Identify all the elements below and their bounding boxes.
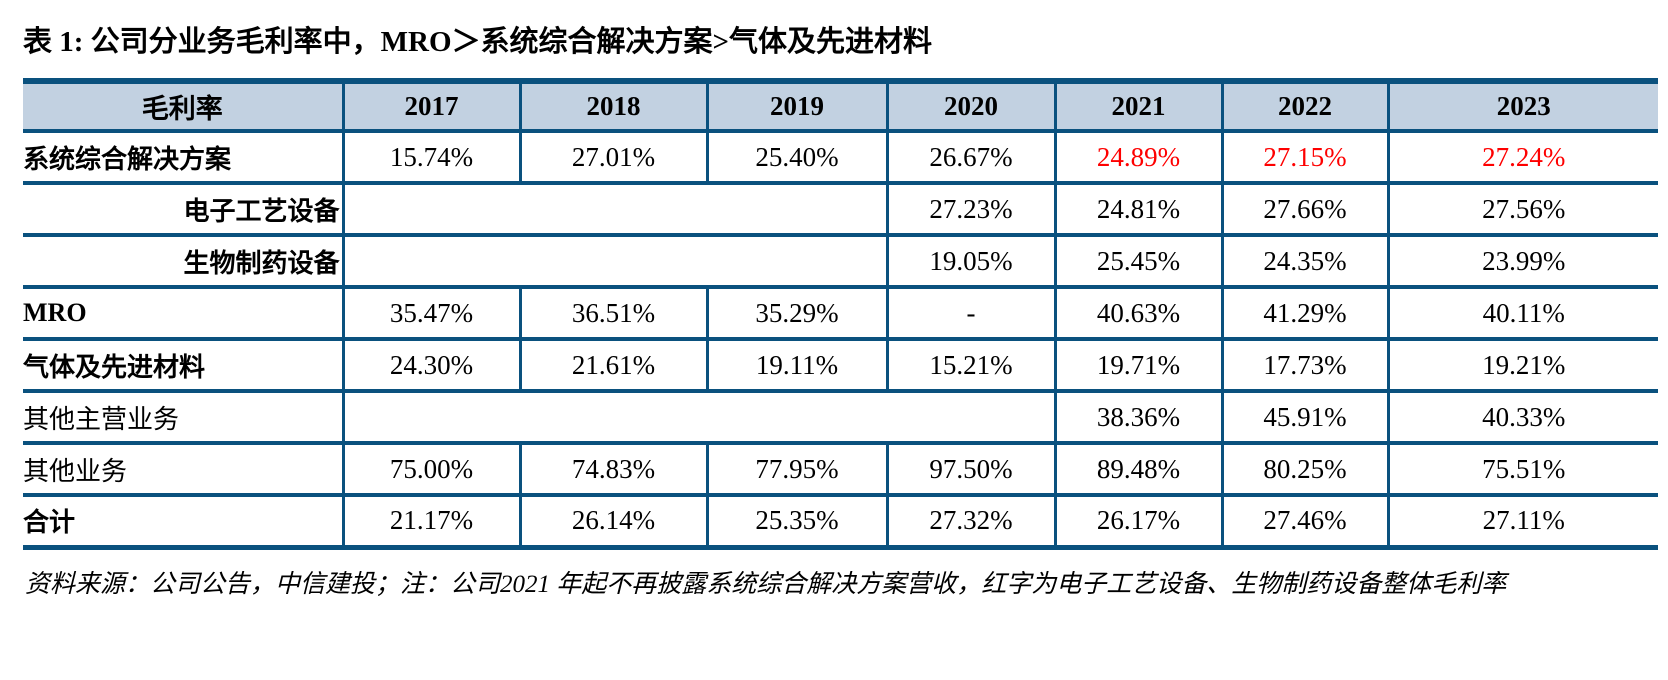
header-cell-year: 2018 xyxy=(518,81,707,133)
value-cell: 19.21% xyxy=(1386,339,1658,391)
value-cell: 27.32% xyxy=(885,495,1055,547)
row-label: 其他主营业务 xyxy=(23,404,180,434)
header-cell-metric: 毛利率 xyxy=(23,81,343,133)
header-cell-year: 2017 xyxy=(341,81,520,133)
value-cell: - xyxy=(885,287,1055,339)
value-cell: 27.66% xyxy=(1220,183,1388,235)
value-cell: 27.56% xyxy=(1386,183,1658,235)
value-cell: 27.23% xyxy=(885,183,1055,235)
empty-cell xyxy=(341,235,887,287)
header-row: 毛利率 2017 2018 2019 2020 2021 2022 2023 xyxy=(23,81,1658,133)
row-total: 合计 21.17% 26.14% 25.35% 27.32% 26.17% 27… xyxy=(23,495,1658,547)
row-label: 电子工艺设备 xyxy=(183,196,340,226)
value-cell: 26.17% xyxy=(1053,495,1222,547)
value-cell-red: 27.15% xyxy=(1220,131,1388,183)
value-cell: 27.11% xyxy=(1386,495,1658,547)
row-label: 合计 xyxy=(23,508,76,538)
value-cell: 15.21% xyxy=(885,339,1055,391)
table-title: 表 1: 公司分业务毛利率中，MRO＞系统综合解决方案>气体及先进材料 xyxy=(23,26,933,58)
row-system-solutions: 系统综合解决方案 15.74% 27.01% 25.40% 26.67% 24.… xyxy=(23,131,1658,183)
value-cell: 36.51% xyxy=(518,287,707,339)
value-cell: 25.35% xyxy=(705,495,887,547)
value-cell-red: 24.89% xyxy=(1053,131,1222,183)
header-cell-year: 2019 xyxy=(705,81,887,133)
value-cell: 27.46% xyxy=(1220,495,1388,547)
value-cell: 40.63% xyxy=(1053,287,1222,339)
value-cell: 27.01% xyxy=(518,131,707,183)
value-cell: 19.05% xyxy=(885,235,1055,287)
value-cell: 21.61% xyxy=(518,339,707,391)
value-cell: 35.29% xyxy=(705,287,887,339)
value-cell: 19.11% xyxy=(705,339,887,391)
source-footnote: 资料来源：公司公告，中信建投；注：公司2021 年起不再披露系统综合解决方案营收… xyxy=(25,570,1507,598)
value-cell-red: 27.24% xyxy=(1386,131,1658,183)
row-label: 气体及先进材料 xyxy=(23,352,206,382)
header-cell-year: 2021 xyxy=(1053,81,1222,133)
value-cell: 75.00% xyxy=(341,443,520,495)
value-cell: 40.33% xyxy=(1386,391,1658,443)
header-cell-year: 2023 xyxy=(1386,81,1658,133)
row-label: 其他业务 xyxy=(23,456,128,486)
value-cell: 21.17% xyxy=(341,495,520,547)
value-cell: 77.95% xyxy=(705,443,887,495)
value-cell: 38.36% xyxy=(1053,391,1222,443)
value-cell: 15.74% xyxy=(341,131,520,183)
value-cell: 75.51% xyxy=(1386,443,1658,495)
value-cell: 89.48% xyxy=(1053,443,1222,495)
value-cell: 80.25% xyxy=(1220,443,1388,495)
row-label: 生物制药设备 xyxy=(183,248,340,278)
row-biopharma-equipment: 生物制药设备 19.05% 25.45% 24.35% 23.99% xyxy=(23,235,1658,287)
value-cell: 97.50% xyxy=(885,443,1055,495)
value-cell: 74.83% xyxy=(518,443,707,495)
value-cell: 19.71% xyxy=(1053,339,1222,391)
value-cell: 35.47% xyxy=(341,287,520,339)
report-table-page: 表 1: 公司分业务毛利率中，MRO＞系统综合解决方案>气体及先进材料 毛利率 … xyxy=(0,24,1668,680)
value-cell: 26.14% xyxy=(518,495,707,547)
gross-margin-table: 毛利率 2017 2018 2019 2020 2021 2022 2023 系… xyxy=(23,78,1658,550)
value-cell: 26.67% xyxy=(885,131,1055,183)
header-cell-year: 2022 xyxy=(1220,81,1388,133)
row-label: 系统综合解决方案 xyxy=(23,144,232,174)
row-other-main-business: 其他主营业务 38.36% 45.91% 40.33% xyxy=(23,391,1658,443)
value-cell: 24.30% xyxy=(341,339,520,391)
row-electronic-process-equipment: 电子工艺设备 27.23% 24.81% 27.66% 27.56% xyxy=(23,183,1658,235)
value-cell: 45.91% xyxy=(1220,391,1388,443)
value-cell: 40.11% xyxy=(1386,287,1658,339)
header-cell-year: 2020 xyxy=(885,81,1055,133)
row-gases-advanced-materials: 气体及先进材料 24.30% 21.61% 19.11% 15.21% 19.7… xyxy=(23,339,1658,391)
row-other-business: 其他业务 75.00% 74.83% 77.95% 97.50% 89.48% … xyxy=(23,443,1658,495)
empty-cell xyxy=(341,391,1055,443)
empty-cell xyxy=(341,183,887,235)
value-cell: 24.35% xyxy=(1220,235,1388,287)
value-cell: 17.73% xyxy=(1220,339,1388,391)
row-label: MRO xyxy=(23,298,87,327)
value-cell: 41.29% xyxy=(1220,287,1388,339)
row-mro: MRO 35.47% 36.51% 35.29% - 40.63% 41.29%… xyxy=(23,287,1658,339)
value-cell: 25.40% xyxy=(705,131,887,183)
value-cell: 25.45% xyxy=(1053,235,1222,287)
value-cell: 24.81% xyxy=(1053,183,1222,235)
value-cell: 23.99% xyxy=(1386,235,1658,287)
